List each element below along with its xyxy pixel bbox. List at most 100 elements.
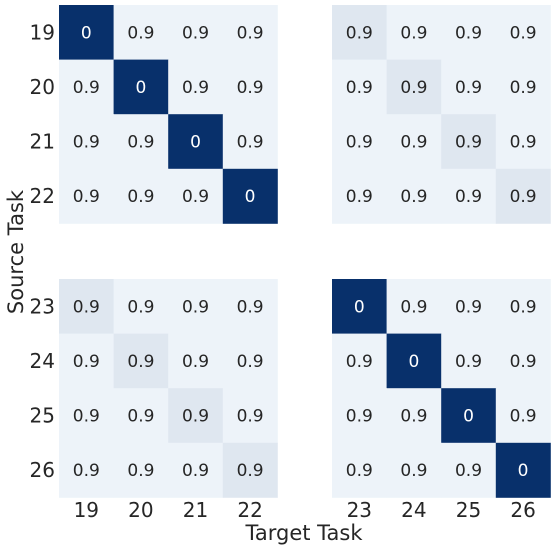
heatmap-cell-r25-c19 xyxy=(59,388,114,444)
heatmap-cell-r26-c22 xyxy=(222,442,278,498)
heatmap-cell-r26-c25 xyxy=(441,442,497,498)
heatmap-cell-r20-c23 xyxy=(332,59,387,115)
heatmap-cell-r25-c24 xyxy=(386,388,442,444)
cell-value-label: 0.9 xyxy=(455,23,482,43)
cell-value-labels: 0 0.9 0.9 0.9 0.9 0.9 0.9 0.9 0.9 0 0.9 0.9 0.9 0.9 0.… xyxy=(73,23,537,481)
cell-value-label: 0.9 xyxy=(73,407,100,427)
cell-value-label: 0 xyxy=(354,297,365,317)
x-tick-label: 22 xyxy=(237,498,262,522)
cell-value-label: 0.9 xyxy=(400,297,427,317)
cell-value-label: 0.9 xyxy=(237,133,264,153)
cell-value-label: 0.9 xyxy=(455,352,482,372)
heatmap-cell-r22-c25 xyxy=(441,168,497,224)
cell-value-label: 0.9 xyxy=(346,78,373,98)
heatmap-cell-r22-c21 xyxy=(168,168,224,224)
y-tick-label: 26 xyxy=(30,458,55,482)
heatmap-cell-r23-c23 xyxy=(332,279,387,334)
x-tick-label: 23 xyxy=(347,498,372,522)
heatmap-cell-r20-c22 xyxy=(222,59,278,115)
heatmap-cell-r26-c23 xyxy=(332,442,387,498)
heatmap-cell-r24-c19 xyxy=(59,333,114,389)
heatmap-cell-r25-c20 xyxy=(113,388,169,444)
cell-value-label: 0.9 xyxy=(182,352,209,372)
heatmap-cell-r23-c22 xyxy=(222,279,278,334)
heatmap-cell-r22-c23 xyxy=(332,168,387,224)
cell-value-label: 0.9 xyxy=(237,297,264,317)
heatmap-cell-r20-c21 xyxy=(168,59,224,115)
heatmap-cells xyxy=(59,5,551,498)
heatmap-cell-r26-c21 xyxy=(168,442,224,498)
cell-value-label: 0.9 xyxy=(400,23,427,43)
y-tick-label: 21 xyxy=(30,130,55,154)
cell-value-label: 0.9 xyxy=(346,461,373,481)
cell-value-label: 0.9 xyxy=(346,23,373,43)
cell-value-label: 0 xyxy=(245,187,256,207)
x-tick-label: 24 xyxy=(401,498,426,522)
cell-value-label: 0.9 xyxy=(455,187,482,207)
heatmap-cell-r19-c19 xyxy=(59,5,114,60)
y-tick-label: 20 xyxy=(30,75,55,99)
cell-value-label: 0.9 xyxy=(127,23,154,43)
heatmap-cell-r23-c21 xyxy=(168,279,224,334)
cell-value-label: 0.9 xyxy=(73,352,100,372)
heatmap-cell-r20-c26 xyxy=(495,59,551,115)
cell-value-label: 0 xyxy=(518,461,529,481)
heatmap-cell-r26-c26 xyxy=(495,442,551,498)
heatmap-cell-r23-c20 xyxy=(113,279,169,334)
cell-value-label: 0.9 xyxy=(510,352,537,372)
heatmap-cell-r19-c22 xyxy=(222,5,278,60)
heatmap-cell-r25-c26 xyxy=(495,388,551,444)
cell-value-label: 0.9 xyxy=(400,133,427,153)
y-tick-label: 22 xyxy=(30,184,55,208)
cell-value-label: 0 xyxy=(463,407,474,427)
cell-value-label: 0.9 xyxy=(400,461,427,481)
cell-value-label: 0.9 xyxy=(182,187,209,207)
cell-value-label: 0.9 xyxy=(346,407,373,427)
heatmap-cell-r21-c19 xyxy=(59,114,114,170)
heatmap-cell-r25-c21 xyxy=(168,388,224,444)
cell-value-label: 0.9 xyxy=(455,78,482,98)
heatmap-cell-r21-c23 xyxy=(332,114,387,170)
cell-value-label: 0.9 xyxy=(73,133,100,153)
cell-value-label: 0.9 xyxy=(182,407,209,427)
heatmap-cell-r25-c25 xyxy=(441,388,497,444)
y-tick-label: 25 xyxy=(30,404,55,428)
heatmap-cell-r22-c26 xyxy=(495,168,551,224)
y-tick-label: 23 xyxy=(30,294,55,318)
heatmap-cell-r21-c22 xyxy=(222,114,278,170)
heatmap-cell-r22-c19 xyxy=(59,168,114,224)
heatmap-cell-r25-c23 xyxy=(332,388,387,444)
cell-value-label: 0.9 xyxy=(182,297,209,317)
heatmap-cell-r19-c23 xyxy=(332,5,387,60)
cell-value-label: 0.9 xyxy=(510,407,537,427)
heatmap-cell-r21-c24 xyxy=(386,114,442,170)
cell-value-label: 0.9 xyxy=(510,297,537,317)
x-tick-label: 25 xyxy=(456,498,481,522)
heatmap-cell-r20-c25 xyxy=(441,59,497,115)
cell-value-label: 0.9 xyxy=(510,187,537,207)
cell-value-label: 0.9 xyxy=(182,23,209,43)
cell-value-label: 0.9 xyxy=(127,133,154,153)
cell-value-label: 0.9 xyxy=(237,352,264,372)
heatmap-cell-r24-c23 xyxy=(332,333,387,389)
cell-value-label: 0.9 xyxy=(182,78,209,98)
cell-value-label: 0.9 xyxy=(127,187,154,207)
cell-value-label: 0.9 xyxy=(346,133,373,153)
cell-value-label: 0.9 xyxy=(73,78,100,98)
y-tick-labels: 19 20 21 22 23 24 25 26 xyxy=(30,20,55,482)
cell-value-label: 0.9 xyxy=(455,461,482,481)
cell-value-label: 0.9 xyxy=(73,461,100,481)
heatmap-cell-r22-c22 xyxy=(222,168,278,224)
heatmap-cell-r19-c26 xyxy=(495,5,551,60)
x-tick-label: 19 xyxy=(74,498,99,522)
heatmap-cell-r26-c20 xyxy=(113,442,169,498)
cell-value-label: 0.9 xyxy=(510,78,537,98)
y-axis-label: Source Task xyxy=(4,189,28,314)
cell-value-label: 0.9 xyxy=(237,23,264,43)
heatmap-cell-r19-c24 xyxy=(386,5,442,60)
cell-value-label: 0.9 xyxy=(455,133,482,153)
cell-value-label: 0.9 xyxy=(182,461,209,481)
heatmap-cell-r22-c24 xyxy=(386,168,442,224)
heatmap-cell-r19-c25 xyxy=(441,5,497,60)
